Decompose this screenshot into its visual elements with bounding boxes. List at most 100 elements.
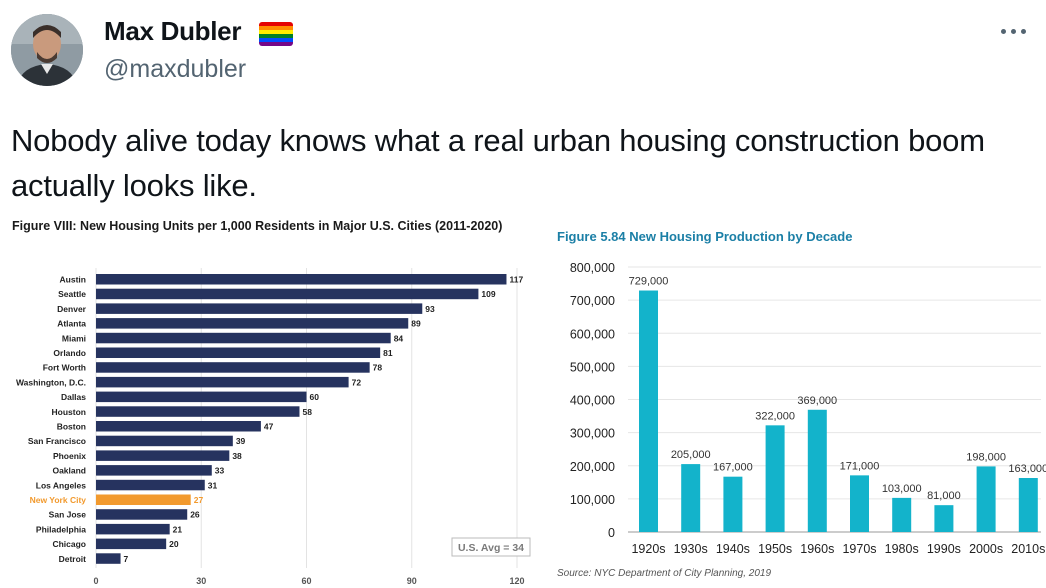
bar xyxy=(850,475,869,532)
y-tick-label: 800,000 xyxy=(570,261,615,275)
bar xyxy=(96,421,261,432)
bar xyxy=(96,479,205,491)
value-label: 47 xyxy=(264,422,274,432)
y-tick-label: 200,000 xyxy=(570,460,615,474)
category-label: Seattle xyxy=(58,289,86,299)
y-tick-label: 400,000 xyxy=(570,394,615,408)
tweet-text: Nobody alive today knows what a real urb… xyxy=(11,123,985,203)
category-label: Phoenix xyxy=(53,451,86,461)
value-label: 103,000 xyxy=(882,483,922,495)
category-label: Oakland xyxy=(52,466,86,476)
category-label: New York City xyxy=(30,495,87,505)
category-label: 1970s xyxy=(842,542,876,556)
value-label: 117 xyxy=(509,275,523,285)
bar xyxy=(96,450,230,461)
value-label: 20 xyxy=(169,539,179,549)
y-tick-label: 700,000 xyxy=(570,294,615,308)
category-label: Chicago xyxy=(52,539,86,549)
bar xyxy=(765,425,785,532)
bar xyxy=(96,347,381,358)
category-label: Detroit xyxy=(59,554,87,564)
category-label: 1940s xyxy=(716,542,750,556)
bar xyxy=(96,274,507,285)
value-label: 39 xyxy=(236,436,246,446)
category-label: Orlando xyxy=(53,348,86,358)
bar xyxy=(96,288,479,300)
category-label: Houston xyxy=(52,407,86,417)
avatar[interactable] xyxy=(11,14,83,86)
value-label: 81 xyxy=(383,348,393,358)
value-label: 109 xyxy=(481,289,495,299)
category-label: Washington, D.C. xyxy=(16,377,86,387)
value-label: 21 xyxy=(173,524,183,534)
bar xyxy=(934,505,954,532)
bar xyxy=(976,466,996,532)
bar xyxy=(96,318,409,329)
bar xyxy=(96,538,167,550)
value-label: 72 xyxy=(352,377,362,387)
more-options-icon[interactable] xyxy=(999,24,1029,40)
avatar-image xyxy=(11,14,83,86)
chart-city-housing: Figure VIII: New Housing Units per 1,000… xyxy=(12,219,531,586)
y-tick-label: 500,000 xyxy=(570,360,615,374)
value-label: 84 xyxy=(394,333,404,343)
category-label: 1990s xyxy=(927,542,961,556)
bar xyxy=(96,553,121,564)
value-label: 163,000 xyxy=(1008,463,1046,475)
category-label: Philadelphia xyxy=(36,524,86,534)
us-average-box xyxy=(451,537,531,557)
chart-title: Figure 5.84 New Housing Production by De… xyxy=(557,229,852,244)
value-label: 369,000 xyxy=(797,395,837,407)
value-label: 729,000 xyxy=(629,276,669,288)
category-label: 1980s xyxy=(885,542,919,556)
bar xyxy=(96,509,188,520)
category-label: Austin xyxy=(60,275,86,285)
x-tick-label: 90 xyxy=(407,576,417,586)
bar xyxy=(96,494,191,505)
category-label: Miami xyxy=(62,333,86,343)
value-label: 60 xyxy=(310,392,320,402)
category-label: Atlanta xyxy=(57,319,86,329)
y-tick-label: 300,000 xyxy=(570,427,615,441)
x-tick-label: 60 xyxy=(301,576,311,586)
x-tick-label: 120 xyxy=(509,576,524,586)
bar xyxy=(96,303,423,314)
bar xyxy=(96,465,212,476)
bar xyxy=(96,391,307,403)
value-label: 81,000 xyxy=(927,490,961,502)
bar xyxy=(96,523,170,535)
bar xyxy=(96,406,300,417)
category-label: 1930s xyxy=(674,542,708,556)
category-label: 1920s xyxy=(631,542,665,556)
value-label: 171,000 xyxy=(840,460,880,472)
bar xyxy=(1018,478,1038,532)
rainbow-flag-icon xyxy=(259,22,293,46)
bar xyxy=(681,464,701,532)
value-label: 167,000 xyxy=(713,462,753,474)
category-label: Boston xyxy=(57,422,86,432)
bar xyxy=(96,362,370,373)
value-label: 205,000 xyxy=(671,449,711,461)
value-label: 198,000 xyxy=(966,451,1006,463)
category-label: 2010s xyxy=(1011,542,1045,556)
chart-title: Figure VIII: New Housing Units per 1,000… xyxy=(12,219,502,233)
category-label: Fort Worth xyxy=(43,363,86,373)
value-label: 31 xyxy=(208,480,218,490)
value-label: 93 xyxy=(425,304,435,314)
bar xyxy=(892,497,912,532)
y-tick-label: 0 xyxy=(608,526,615,540)
category-label: 1960s xyxy=(800,542,834,556)
chart-decade-production: Figure 5.84 New Housing Production by De… xyxy=(557,229,1046,579)
category-label: 1950s xyxy=(758,542,792,556)
bar xyxy=(96,435,233,447)
value-label: 89 xyxy=(411,319,421,329)
author-handle[interactable]: @maxdubler xyxy=(104,55,247,83)
author-name[interactable]: Max Dubler xyxy=(104,16,242,46)
bar xyxy=(639,290,658,532)
bar xyxy=(96,332,391,344)
category-label: Denver xyxy=(57,304,87,314)
bar xyxy=(96,376,349,388)
y-tick-label: 600,000 xyxy=(570,327,615,341)
us-average-annotation: U.S. Avg = 34 xyxy=(458,542,524,554)
value-label: 58 xyxy=(302,407,312,417)
